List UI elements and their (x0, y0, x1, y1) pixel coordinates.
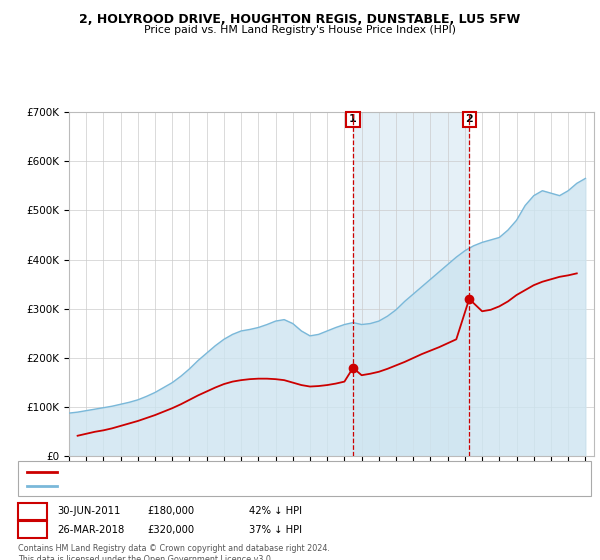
Text: 37% ↓ HPI: 37% ↓ HPI (249, 525, 302, 535)
Text: Contains HM Land Registry data © Crown copyright and database right 2024.
This d: Contains HM Land Registry data © Crown c… (18, 544, 330, 560)
Text: 2: 2 (29, 525, 36, 535)
Text: 26-MAR-2018: 26-MAR-2018 (57, 525, 124, 535)
Text: Price paid vs. HM Land Registry's House Price Index (HPI): Price paid vs. HM Land Registry's House … (144, 25, 456, 35)
Text: 42% ↓ HPI: 42% ↓ HPI (249, 506, 302, 516)
Text: 30-JUN-2011: 30-JUN-2011 (57, 506, 121, 516)
Text: 2: 2 (466, 114, 473, 124)
Text: 1: 1 (29, 506, 36, 516)
Text: 2, HOLYROOD DRIVE, HOUGHTON REGIS, DUNSTABLE, LU5 5FW (detached house): 2, HOLYROOD DRIVE, HOUGHTON REGIS, DUNST… (60, 467, 446, 476)
Text: 2, HOLYROOD DRIVE, HOUGHTON REGIS, DUNSTABLE, LU5 5FW: 2, HOLYROOD DRIVE, HOUGHTON REGIS, DUNST… (79, 13, 521, 26)
Text: £320,000: £320,000 (147, 525, 194, 535)
Bar (353, 112, 469, 456)
Text: 1: 1 (349, 114, 357, 124)
Text: HPI: Average price, detached house, Central Bedfordshire: HPI: Average price, detached house, Cent… (60, 481, 334, 490)
Text: £180,000: £180,000 (147, 506, 194, 516)
